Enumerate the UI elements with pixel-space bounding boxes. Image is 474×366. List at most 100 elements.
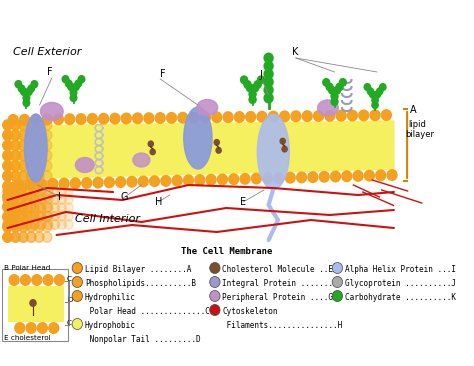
Circle shape — [48, 322, 59, 334]
Circle shape — [25, 88, 33, 96]
Circle shape — [14, 322, 26, 334]
FancyBboxPatch shape — [8, 286, 64, 322]
Circle shape — [27, 161, 36, 171]
Text: bilayer: bilayer — [405, 130, 434, 139]
Circle shape — [30, 186, 39, 196]
Circle shape — [213, 139, 220, 146]
Circle shape — [18, 181, 28, 191]
Circle shape — [330, 92, 339, 101]
Circle shape — [42, 274, 54, 286]
Circle shape — [22, 94, 30, 102]
Circle shape — [10, 212, 20, 222]
Circle shape — [35, 202, 44, 212]
Circle shape — [58, 178, 70, 190]
Circle shape — [262, 172, 273, 184]
Text: J: J — [259, 70, 262, 80]
Circle shape — [3, 181, 12, 191]
Text: E: E — [240, 197, 246, 207]
Circle shape — [149, 148, 156, 156]
Circle shape — [35, 120, 44, 130]
Circle shape — [120, 112, 132, 124]
Circle shape — [8, 114, 19, 126]
Circle shape — [35, 130, 44, 140]
Circle shape — [3, 195, 12, 204]
Text: F: F — [47, 67, 53, 77]
Circle shape — [64, 186, 73, 196]
Text: Phospholipids..........B: Phospholipids..........B — [85, 279, 196, 288]
Circle shape — [211, 111, 222, 123]
Circle shape — [339, 78, 347, 87]
Circle shape — [42, 171, 52, 181]
Circle shape — [64, 212, 73, 221]
Circle shape — [10, 181, 20, 191]
Circle shape — [332, 276, 343, 288]
Circle shape — [27, 232, 36, 242]
Circle shape — [98, 113, 109, 125]
Circle shape — [264, 76, 274, 87]
Circle shape — [72, 291, 82, 302]
Circle shape — [23, 220, 32, 229]
Circle shape — [364, 83, 371, 91]
Circle shape — [374, 90, 381, 98]
Text: K: K — [292, 47, 299, 57]
Circle shape — [30, 195, 39, 204]
Text: Integral Protein .......F: Integral Protein .......F — [222, 279, 338, 288]
Circle shape — [35, 140, 44, 150]
Circle shape — [194, 174, 205, 186]
Circle shape — [67, 83, 75, 91]
Ellipse shape — [197, 100, 218, 116]
Circle shape — [72, 262, 82, 273]
Text: Hydrophobic: Hydrophobic — [85, 321, 136, 330]
Circle shape — [44, 220, 53, 229]
Circle shape — [92, 177, 104, 188]
Circle shape — [3, 150, 12, 161]
Text: Cell Exterior: Cell Exterior — [13, 47, 82, 57]
Circle shape — [210, 262, 220, 273]
Text: Filaments...............H: Filaments...............H — [222, 321, 343, 330]
Circle shape — [347, 109, 358, 122]
Circle shape — [10, 150, 20, 161]
Circle shape — [42, 202, 52, 212]
Circle shape — [64, 220, 73, 229]
Circle shape — [64, 113, 75, 125]
Circle shape — [57, 195, 66, 204]
Text: H: H — [155, 197, 163, 207]
Circle shape — [37, 212, 46, 221]
Circle shape — [369, 109, 381, 121]
Circle shape — [44, 212, 53, 221]
Circle shape — [35, 212, 44, 222]
Circle shape — [147, 141, 154, 147]
Text: lipid: lipid — [408, 120, 426, 129]
Text: D: D — [67, 297, 73, 303]
Circle shape — [307, 171, 319, 183]
Circle shape — [330, 171, 341, 183]
Circle shape — [35, 222, 44, 232]
Circle shape — [75, 113, 87, 125]
Circle shape — [280, 138, 286, 145]
Circle shape — [42, 161, 52, 171]
Circle shape — [51, 186, 60, 196]
Circle shape — [44, 203, 53, 213]
Circle shape — [366, 87, 374, 96]
Circle shape — [324, 110, 336, 122]
Ellipse shape — [75, 157, 94, 172]
Circle shape — [47, 178, 58, 190]
Circle shape — [109, 113, 120, 124]
Circle shape — [42, 212, 52, 222]
Text: Cytoskeleton: Cytoskeleton — [222, 307, 278, 316]
Circle shape — [115, 176, 126, 188]
Circle shape — [72, 83, 80, 91]
Circle shape — [70, 177, 81, 189]
Circle shape — [10, 186, 19, 196]
Circle shape — [35, 171, 44, 181]
Circle shape — [183, 174, 194, 186]
Circle shape — [217, 173, 228, 186]
Circle shape — [264, 93, 274, 104]
Circle shape — [42, 181, 52, 191]
Text: Glycoprotein ..........J: Glycoprotein ..........J — [345, 279, 456, 288]
Circle shape — [177, 112, 189, 124]
Circle shape — [18, 130, 28, 140]
Circle shape — [30, 80, 38, 89]
Text: E cholesterol: E cholesterol — [4, 335, 50, 341]
Circle shape — [27, 202, 36, 212]
